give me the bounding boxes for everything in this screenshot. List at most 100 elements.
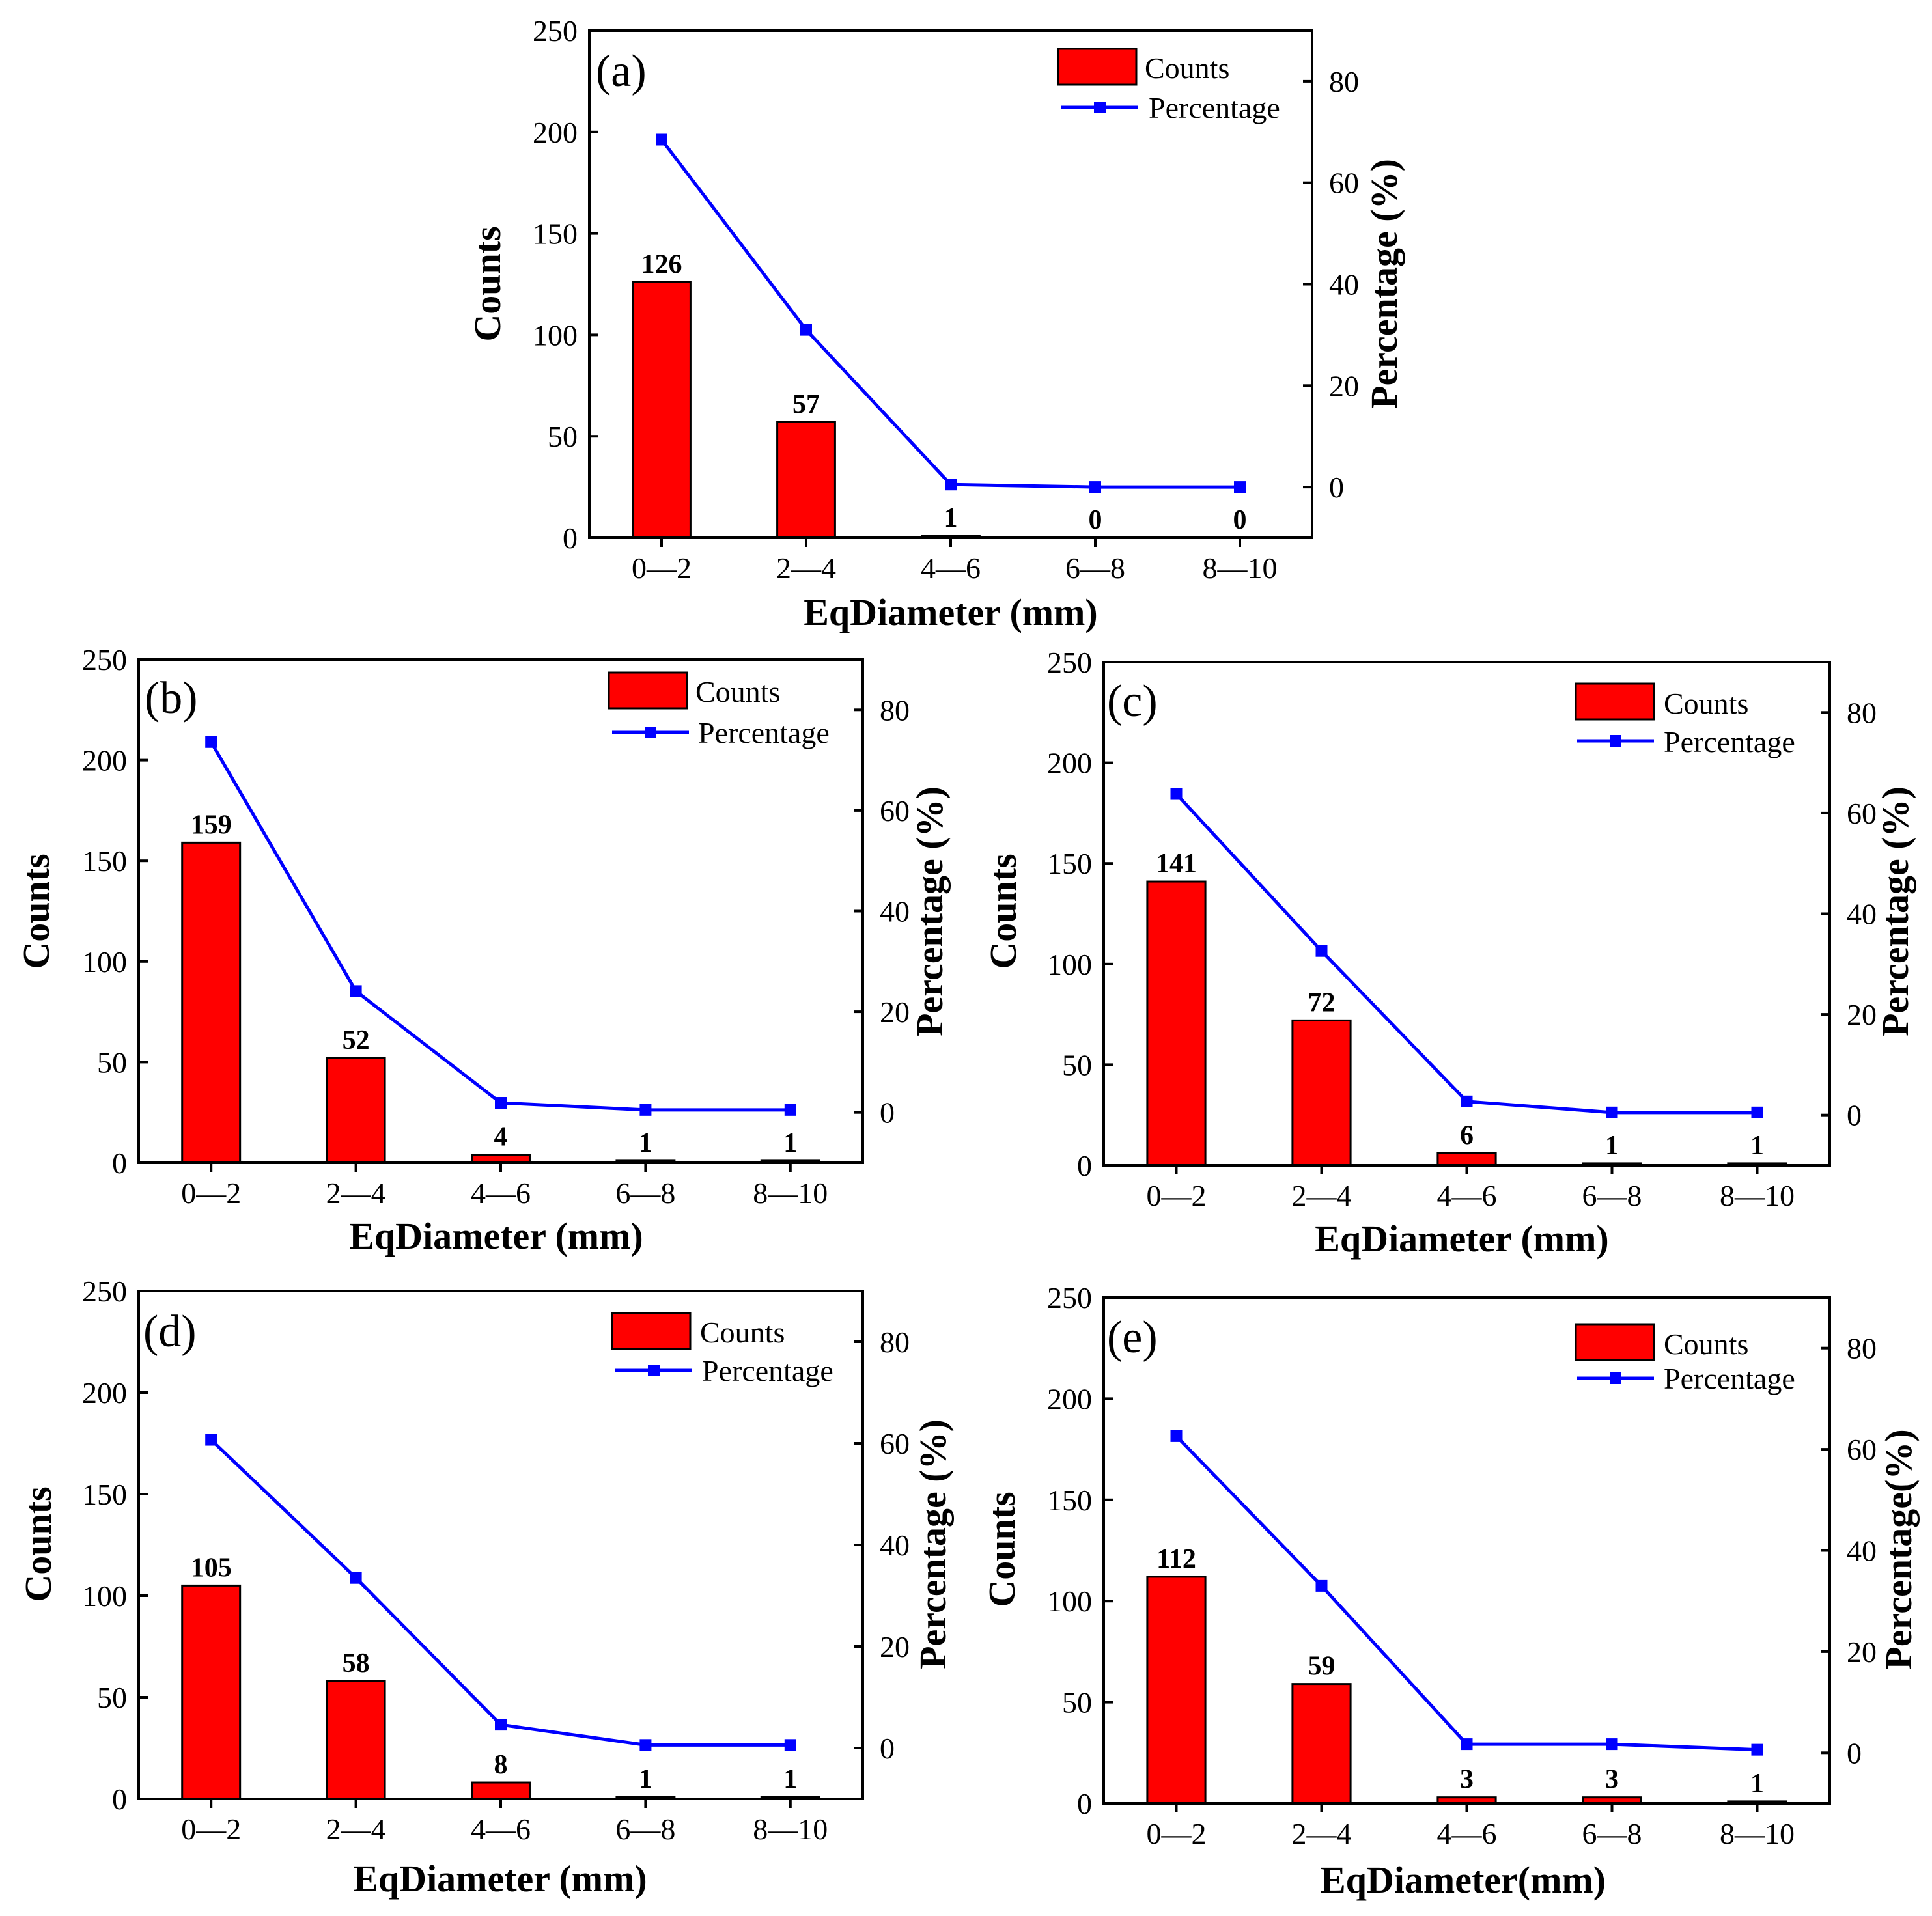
percentage-marker: [350, 1572, 362, 1584]
percentage-marker: [1170, 788, 1183, 800]
bar: [632, 281, 692, 539]
y2-tick-label: 20: [1847, 998, 1877, 1031]
x-tick-label: 6—8: [615, 1812, 675, 1846]
x-tick-label: 4—6: [1437, 1179, 1497, 1212]
y-tick-label: 50: [97, 1046, 127, 1079]
y-axis-title: Counts: [17, 1486, 59, 1602]
percentage-marker: [1461, 1738, 1473, 1751]
y-tick-label: 0: [1077, 1149, 1092, 1182]
percentage-marker: [495, 1097, 507, 1109]
percentage-marker: [205, 736, 217, 748]
y-tick-label: 50: [97, 1681, 127, 1714]
bar: [326, 1057, 386, 1164]
x-tick-label: 0—2: [181, 1812, 241, 1846]
bar-value-label: 3: [1605, 1765, 1619, 1795]
bar-value-label: 126: [641, 249, 682, 279]
bar-value-label: 159: [191, 810, 232, 840]
percentage-marker: [1170, 1430, 1183, 1442]
bar: [1436, 1152, 1497, 1167]
x-tick-label: 2—4: [326, 1812, 386, 1846]
bar: [1291, 1019, 1352, 1167]
x-axis-title: EqDiameter (mm): [804, 591, 1098, 633]
bar-value-label: 8: [494, 1750, 508, 1780]
y2-tick-label: 80: [1847, 1332, 1877, 1365]
legend-counts-label: Counts: [700, 1316, 785, 1349]
y-tick-label: 250: [82, 1275, 127, 1308]
x-tick-label: 2—4: [776, 551, 836, 585]
panel-c: (c) Counts Percentage EqDiameter (mm) Co…: [982, 646, 1916, 1260]
bar-value-label: 0: [1089, 505, 1102, 535]
y2-tick-label: 80: [1329, 65, 1359, 98]
x-axis-title: EqDiameter (mm): [1315, 1217, 1609, 1260]
percentage-marker: [784, 1739, 796, 1751]
y2-tick-label: 20: [1847, 1635, 1877, 1669]
legend: Counts Percentage: [1057, 48, 1280, 124]
y-tick-label: 150: [1047, 847, 1092, 880]
y-tick-label: 150: [82, 844, 127, 878]
percentage-marker: [639, 1104, 652, 1116]
bar: [181, 1584, 242, 1800]
legend-counts-label: Counts: [1664, 1327, 1748, 1361]
bar-value-label: 1: [639, 1764, 652, 1794]
bar: [326, 1680, 386, 1800]
percentage-line: [660, 138, 1240, 489]
percentage-marker: [350, 985, 362, 997]
percentage-marker: [656, 133, 667, 146]
y2-tick-label: 0: [1847, 1099, 1862, 1132]
legend-percentage-label: Percentage: [698, 716, 830, 749]
y2-tick-label: 60: [1847, 797, 1877, 830]
legend-counts-swatch: [611, 1312, 692, 1350]
percentage-marker: [1751, 1743, 1763, 1756]
legend-percentage-label: Percentage: [1149, 91, 1280, 124]
y-tick-label: 250: [82, 643, 127, 676]
bar-value-label: 1: [944, 503, 958, 533]
legend-counts-swatch: [1575, 1323, 1655, 1361]
bar-value-label: 1: [1750, 1769, 1764, 1799]
x-axis-title: EqDiameter (mm): [353, 1857, 647, 1900]
x-tick-label: 6—8: [1582, 1817, 1642, 1850]
percentage-marker: [1461, 1095, 1473, 1107]
y2-tick-label: 60: [1329, 167, 1359, 200]
y2-tick-label: 20: [1329, 369, 1359, 402]
y2-tick-label: 60: [880, 1427, 910, 1460]
y-axis-title: Counts: [15, 854, 57, 969]
x-tick-label: 8—10: [1720, 1817, 1795, 1850]
bar-value-label: 1: [639, 1128, 652, 1158]
bar-value-label: 6: [1460, 1120, 1474, 1150]
y2-tick-label: 20: [880, 995, 910, 1029]
x-tick-label: 0—2: [1147, 1179, 1207, 1212]
y-tick-label: 250: [1047, 646, 1092, 679]
bar-value-label: 57: [792, 389, 820, 419]
legend: Counts Percentage: [611, 1312, 833, 1387]
y2-axis-title: Percentage (%): [1874, 786, 1916, 1036]
bar-value-label: 52: [343, 1025, 370, 1055]
bar-value-label: 3: [1460, 1765, 1474, 1795]
y-tick-label: 0: [563, 521, 578, 555]
y-tick-label: 200: [82, 1376, 127, 1409]
panel-label: (a): [596, 46, 647, 96]
bar-value-label: 1: [783, 1128, 797, 1158]
percentage-marker: [1315, 945, 1328, 957]
y-tick-label: 200: [1047, 747, 1092, 780]
y-tick-label: 0: [112, 1783, 127, 1816]
y2-tick-label: 60: [1847, 1433, 1877, 1466]
bar-value-label: 105: [191, 1553, 232, 1583]
legend-percentage-marker: [1094, 102, 1106, 113]
legend-counts-label: Counts: [695, 675, 780, 708]
bar-value-label: 58: [343, 1648, 370, 1678]
y-tick-label: 200: [1047, 1382, 1092, 1415]
x-tick-label: 4—6: [1437, 1817, 1497, 1850]
x-tick-label: 4—6: [471, 1176, 531, 1210]
y-tick-label: 50: [1062, 1686, 1092, 1719]
y-tick-label: 250: [533, 14, 578, 48]
x-tick-label: 6—8: [1065, 551, 1125, 585]
x-tick-label: 0—2: [181, 1176, 241, 1210]
x-tick-label: 2—4: [1292, 1817, 1352, 1850]
bar-value-label: 72: [1308, 988, 1336, 1018]
y-tick-label: 150: [1047, 1484, 1092, 1517]
x-tick-label: 4—6: [921, 551, 981, 585]
bar-value-label: 141: [1156, 849, 1197, 879]
bar-value-label: 1: [1750, 1131, 1764, 1161]
y-tick-label: 100: [82, 945, 127, 979]
